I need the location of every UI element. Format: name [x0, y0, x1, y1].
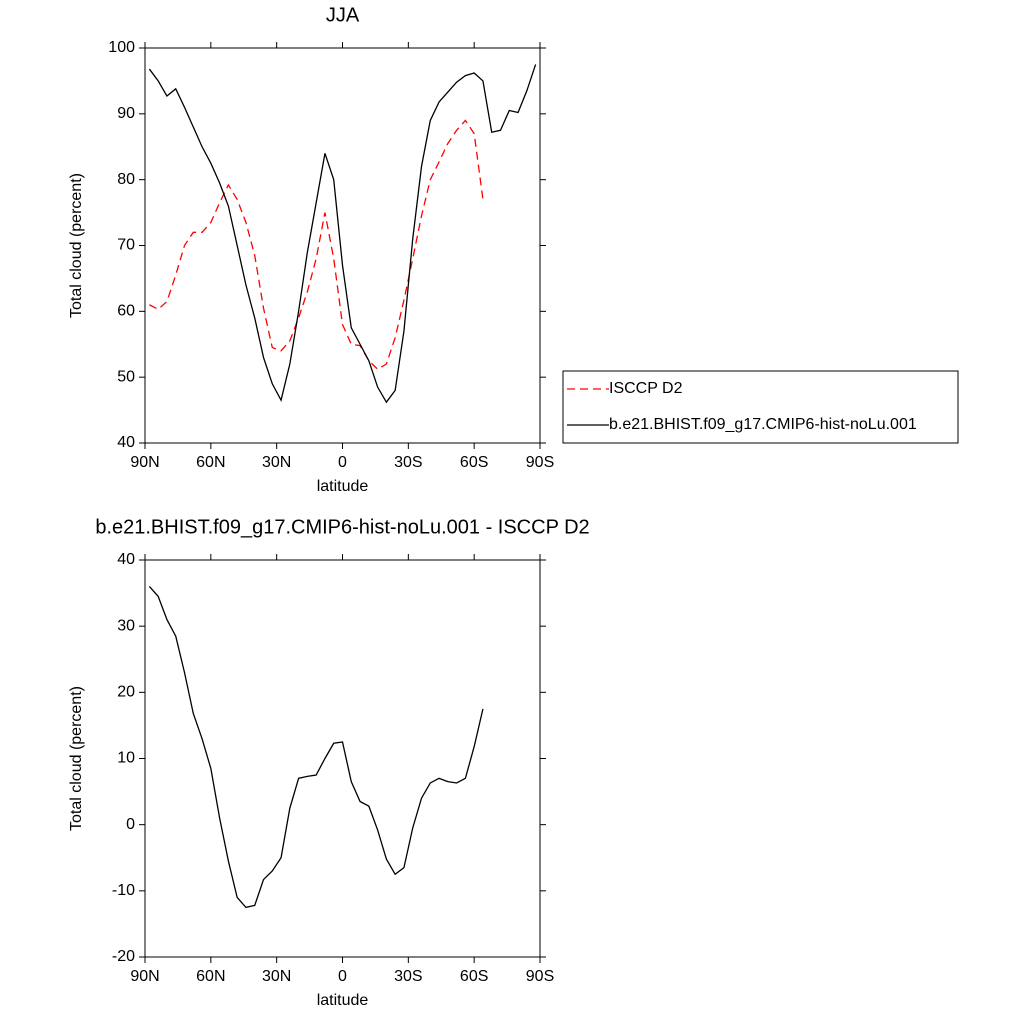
x-axis-label: latitude [317, 992, 369, 1009]
legend-label: b.e21.BHIST.f09_g17.CMIP6-hist-noLu.001 [609, 416, 917, 433]
x-tick-label: 60S [460, 968, 488, 985]
y-tick-label: 40 [117, 434, 135, 451]
y-tick-label: 60 [117, 303, 135, 320]
y-tick-label: 90 [117, 105, 135, 122]
x-tick-label: 30S [394, 968, 422, 985]
series-line [149, 119, 484, 371]
x-axis-label: latitude [317, 478, 369, 495]
chart-title: JJA [326, 4, 360, 26]
y-axis-label: Total cloud (percent) [68, 686, 85, 831]
x-tick-label: 90S [526, 968, 554, 985]
y-tick-label: 30 [117, 617, 135, 634]
series-line [148, 64, 537, 404]
y-tick-label: 40 [117, 551, 135, 568]
y-axis-label: Total cloud (percent) [68, 173, 85, 318]
y-tick-label: -20 [112, 948, 135, 965]
x-tick-label: 60N [196, 968, 225, 985]
legend-label: ISCCP D2 [609, 380, 683, 397]
x-tick-label: 60S [460, 454, 488, 471]
x-tick-label: 60N [196, 454, 225, 471]
x-tick-label: 0 [338, 454, 347, 471]
series-line [148, 586, 484, 909]
x-tick-label: 30N [262, 454, 291, 471]
y-tick-label: 100 [108, 39, 135, 56]
chart-title: b.e21.BHIST.f09_g17.CMIP6-hist-noLu.001 … [95, 516, 589, 538]
x-tick-label: 90S [526, 454, 554, 471]
y-tick-label: 70 [117, 237, 135, 254]
x-tick-label: 30S [394, 454, 422, 471]
x-tick-label: 90N [130, 454, 159, 471]
plot-frame [144, 47, 541, 444]
y-tick-label: 50 [117, 368, 135, 385]
x-tick-label: 30N [262, 968, 291, 985]
plot-frame [144, 559, 541, 958]
y-tick-label: -10 [112, 882, 135, 899]
x-tick-label: 90N [130, 968, 159, 985]
y-tick-label: 80 [117, 171, 135, 188]
x-tick-label: 0 [338, 968, 347, 985]
y-tick-label: 10 [117, 750, 135, 767]
y-tick-label: 20 [117, 684, 135, 701]
y-tick-label: 0 [126, 816, 135, 833]
legend-box [562, 370, 959, 444]
